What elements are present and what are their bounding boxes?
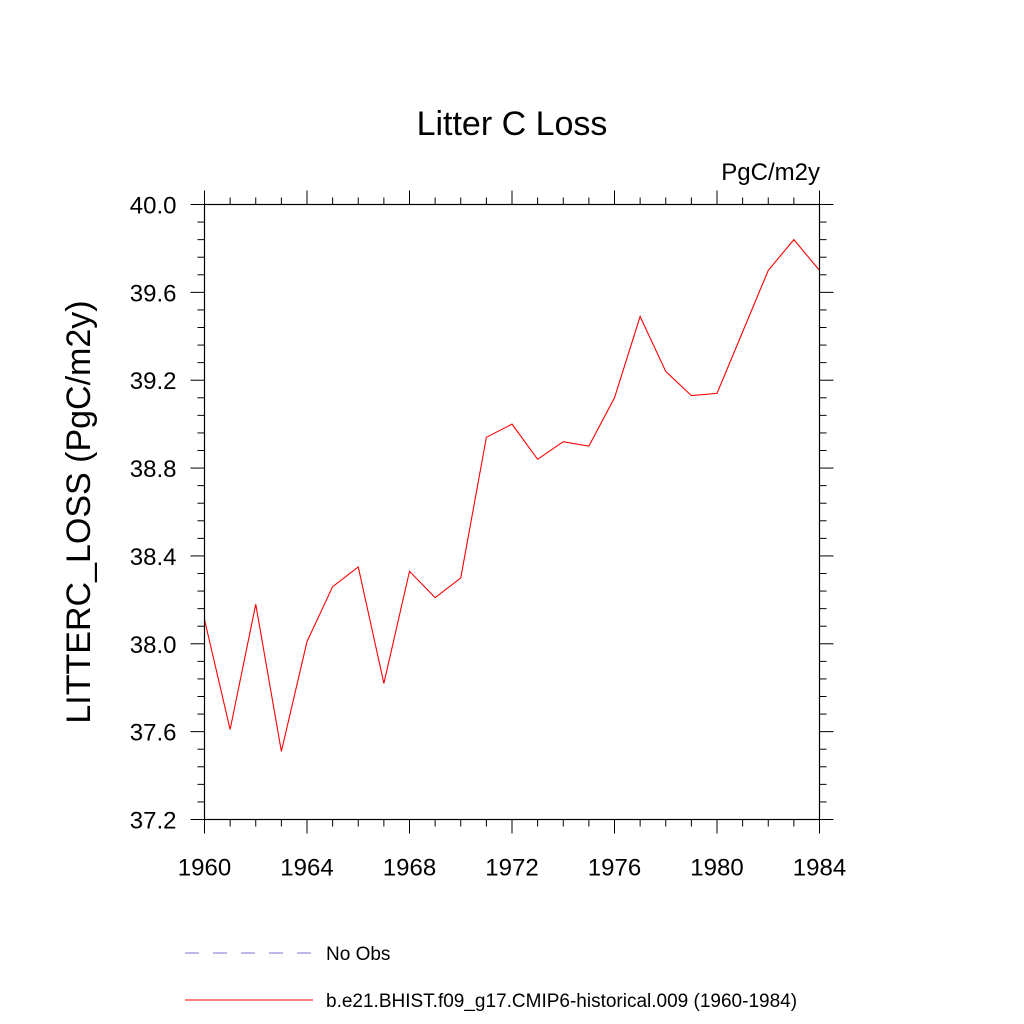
y-tick-labels: 37.2 37.6 38.0 38.4 38.8 39.2 39.6 40.0: [130, 193, 177, 835]
x-tick-label: 1984: [793, 855, 846, 882]
axis-ticks: [190, 190, 834, 834]
y-tick-label: 37.2: [130, 808, 177, 835]
plot-frame: [203, 203, 821, 821]
y-tick-label: 39.6: [130, 280, 177, 307]
units-label: PgC/m2y: [721, 159, 820, 186]
x-tick-label: 1972: [485, 855, 538, 882]
x-tick-label: 1976: [588, 855, 641, 882]
chart-title: Litter C Loss: [417, 105, 608, 143]
x-tick-label: 1960: [178, 855, 231, 882]
y-tick-label: 37.6: [130, 720, 177, 747]
y-tick-label: 38.8: [130, 456, 177, 483]
y-tick-label: 38.4: [130, 544, 177, 571]
y-tick-label: 39.2: [130, 368, 177, 395]
x-tick-label: 1968: [383, 855, 436, 882]
series-line-1: [203, 238, 820, 752]
x-tick-labels: 1960 1964 1968 1972 1976 1980 1984: [178, 855, 846, 882]
y-tick-label: 40.0: [130, 193, 177, 220]
legend-label-historical: b.e21.BHIST.f09_g17.CMIP6-historical.009…: [326, 991, 797, 1012]
y-tick-label: 38.0: [130, 632, 177, 659]
y-axis-label: LITTERC_LOSS (PgC/m2y): [60, 300, 98, 723]
legend: No Obs b.e21.BHIST.f09_g17.CMIP6-histori…: [185, 944, 797, 1012]
x-tick-label: 1964: [280, 855, 333, 882]
x-tick-label: 1980: [690, 855, 743, 882]
series-lines: [203, 238, 820, 752]
legend-label-no-obs: No Obs: [326, 944, 390, 965]
